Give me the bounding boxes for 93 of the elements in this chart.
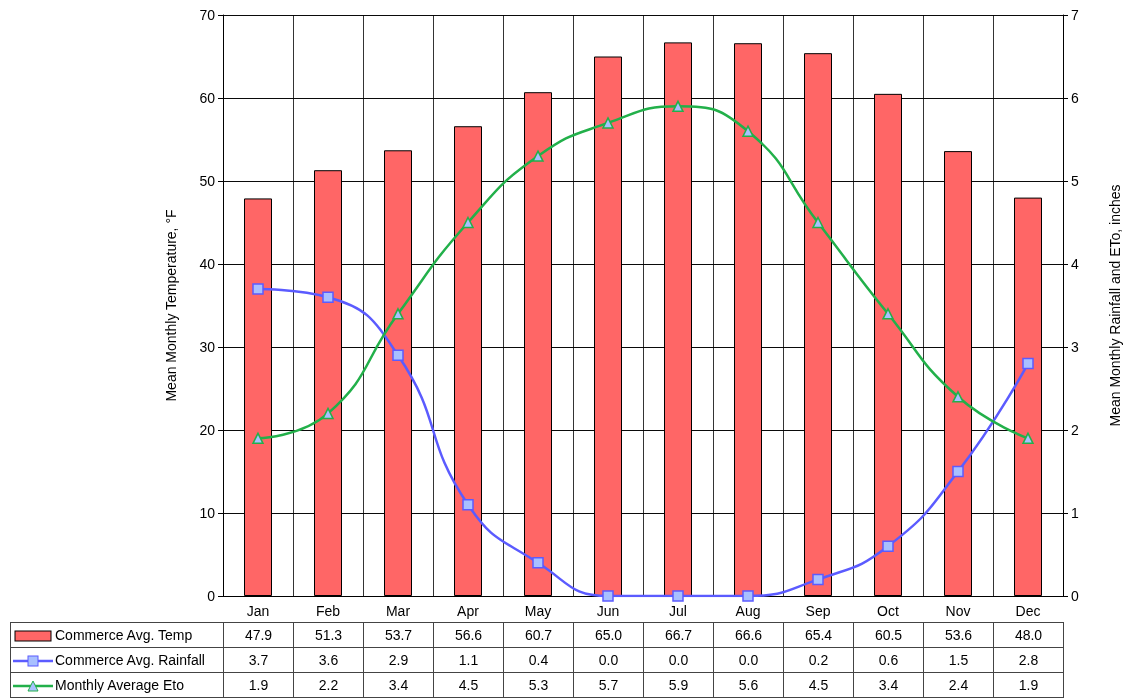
point <box>1022 432 1034 445</box>
data-label: 47.9 <box>223 622 294 648</box>
data-label: 66.7 <box>643 622 714 648</box>
point <box>742 590 754 602</box>
point <box>532 150 544 162</box>
point <box>392 349 404 362</box>
x-tick-label: Nov <box>945 603 971 619</box>
y2-tick-label: 6 <box>1071 90 1079 106</box>
data-label: 5.3 <box>503 672 574 698</box>
point <box>252 432 264 445</box>
legend-label: Monthly Average Eto <box>10 672 224 698</box>
point <box>812 216 824 229</box>
x-tick-label: Jun <box>596 603 620 619</box>
point <box>322 291 334 303</box>
point <box>952 391 964 403</box>
data-label: 3.6 <box>293 647 364 673</box>
data-label: 2.8 <box>993 647 1064 673</box>
point <box>882 540 894 552</box>
data-label: 2.2 <box>293 672 364 698</box>
data-label: 3.4 <box>363 672 434 698</box>
point <box>322 407 334 420</box>
data-label: 2.9 <box>363 647 434 673</box>
data-label: 3.7 <box>223 647 294 673</box>
y2-tick-label: 5 <box>1071 173 1079 189</box>
x-tick-label: Aug <box>735 603 761 619</box>
data-label: 53.6 <box>923 622 994 648</box>
data-label: 65.0 <box>573 622 644 648</box>
data-label: 3.4 <box>853 672 924 698</box>
point <box>462 216 474 229</box>
y2-tick-label: 0 <box>1071 588 1079 604</box>
point <box>392 308 404 320</box>
data-label: 5.9 <box>643 672 714 698</box>
data-label: 65.4 <box>783 622 854 648</box>
x-tick-label: Dec <box>1015 603 1041 619</box>
point <box>252 283 264 295</box>
x-tick-label: Apr <box>457 603 480 619</box>
data-label: 4.5 <box>433 672 504 698</box>
x-tick-label: Feb <box>315 603 341 619</box>
data-label: 56.6 <box>433 622 504 648</box>
data-label: 0.6 <box>853 647 924 673</box>
y-tick-label: 40 <box>199 256 216 272</box>
data-label: 0.0 <box>713 647 784 673</box>
point <box>672 100 684 113</box>
x-tick-label: Oct <box>877 603 899 619</box>
point <box>952 465 964 478</box>
point <box>812 573 824 586</box>
point <box>602 590 614 602</box>
y2-axis-title: Mean Monthly Rainfall and ETo, inches <box>1107 184 1123 427</box>
point <box>602 117 614 129</box>
y-axis-title: Mean Monthly Temperature, °F <box>163 209 179 402</box>
data-label: 51.3 <box>293 622 364 648</box>
data-label: 60.5 <box>853 622 924 648</box>
y-tick-label: 50 <box>199 173 216 189</box>
data-label: 1.1 <box>433 647 504 673</box>
point <box>462 498 474 511</box>
legend-label: Commerce Avg. Temp <box>10 622 224 648</box>
data-label: 1.5 <box>923 647 994 673</box>
data-label: 48.0 <box>993 622 1064 648</box>
data-label: 1.9 <box>993 672 1064 698</box>
data-label: 4.5 <box>783 672 854 698</box>
y-tick-label: 30 <box>199 339 216 355</box>
data-label: 66.6 <box>713 622 784 648</box>
data-label: 1.9 <box>223 672 294 698</box>
legend-label: Commerce Avg. Rainfall <box>10 647 224 673</box>
y-tick-label: 70 <box>199 7 216 23</box>
data-label: 0.2 <box>783 647 854 673</box>
y2-tick-label: 7 <box>1071 7 1079 23</box>
point <box>1022 357 1034 370</box>
x-tick-label: Mar <box>385 603 411 619</box>
data-label: 0.0 <box>573 647 644 673</box>
data-label: 53.7 <box>363 622 434 648</box>
point <box>672 590 684 602</box>
x-tick-label: May <box>524 603 552 619</box>
y2-tick-label: 2 <box>1071 422 1079 438</box>
y-tick-label: 60 <box>199 90 216 106</box>
data-label: 60.7 <box>503 622 574 648</box>
data-label: 5.7 <box>573 672 644 698</box>
y2-tick-label: 1 <box>1071 505 1079 521</box>
point <box>742 125 754 137</box>
x-tick-label: Jul <box>669 603 687 619</box>
y-tick-label: 20 <box>199 422 216 438</box>
x-tick-label: Jan <box>246 603 270 619</box>
point <box>532 557 544 569</box>
data-label: 0.0 <box>643 647 714 673</box>
x-tick-label: Sep <box>805 603 831 619</box>
data-label: 0.4 <box>503 647 574 673</box>
y2-tick-label: 3 <box>1071 339 1079 355</box>
y2-tick-label: 4 <box>1071 256 1079 272</box>
data-label: 5.6 <box>713 672 784 698</box>
point <box>882 308 894 320</box>
y-tick-label: 10 <box>199 505 216 521</box>
data-label: 2.4 <box>923 672 994 698</box>
y-tick-label: 0 <box>207 588 216 604</box>
